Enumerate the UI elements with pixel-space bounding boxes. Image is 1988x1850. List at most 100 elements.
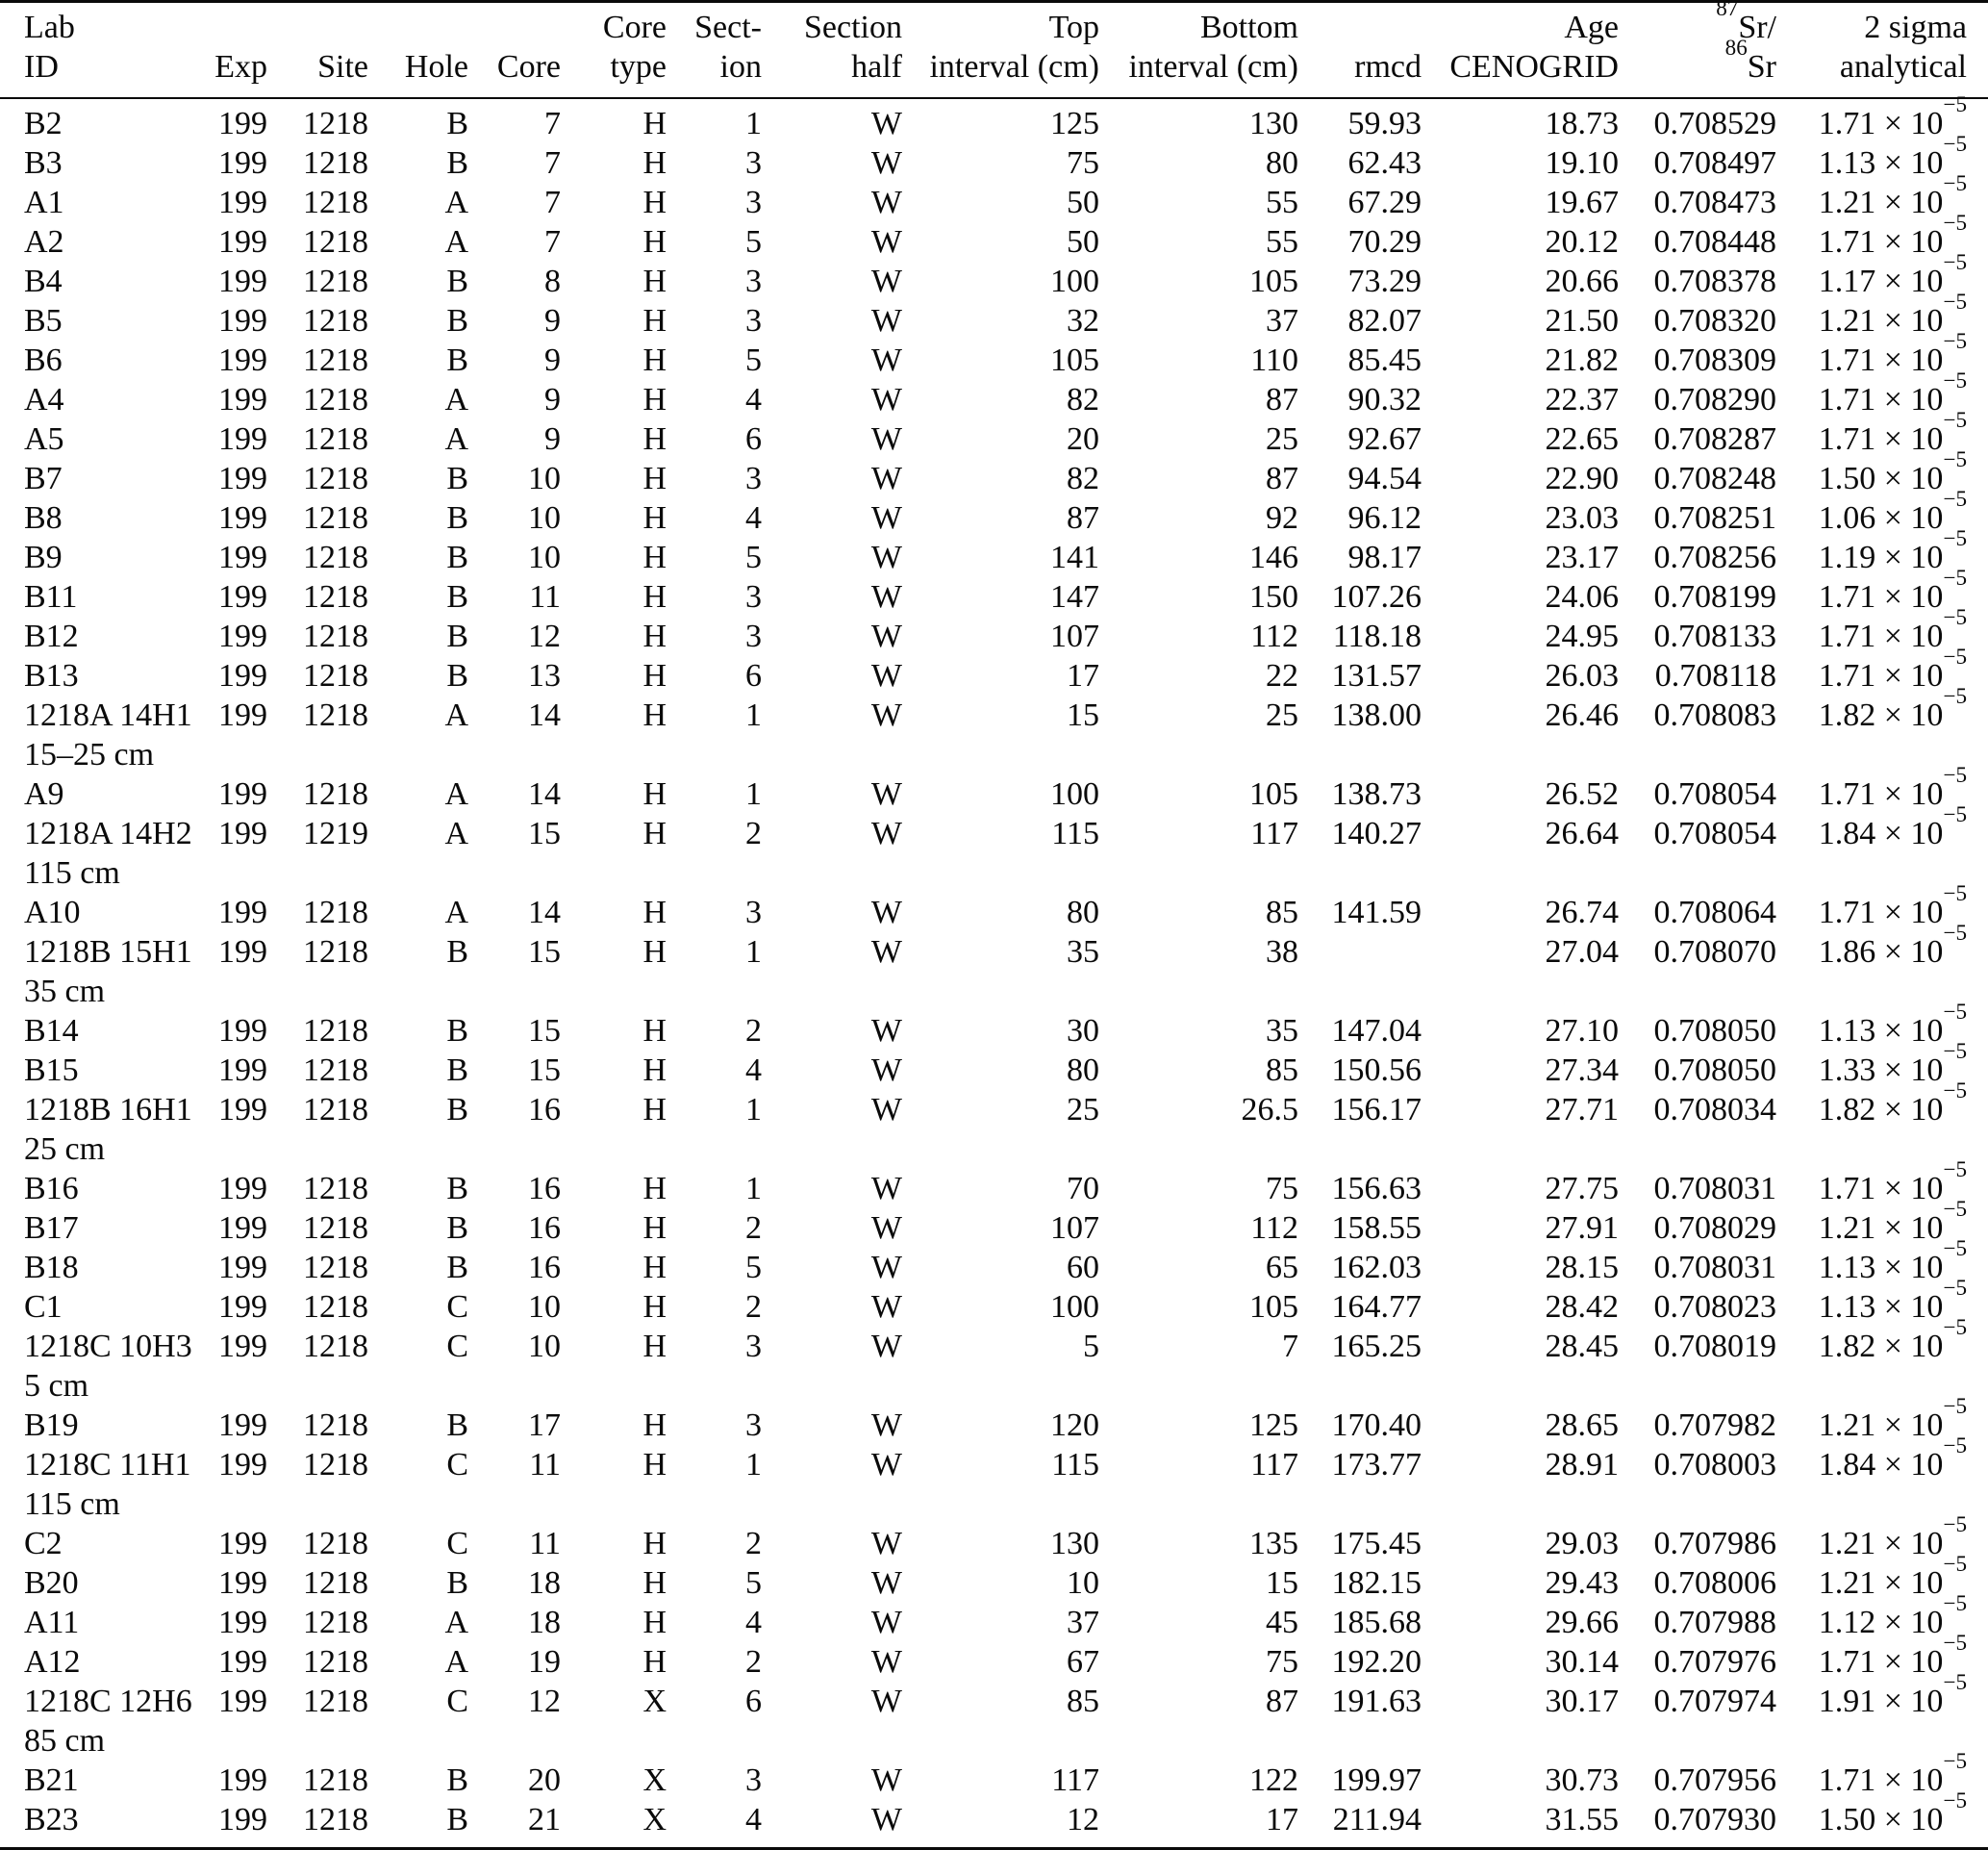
cell-two-sigma: 1.71 × 10−5 (1818, 566, 1967, 615)
cell-lab-id: B3 (0, 143, 212, 183)
lab-id-line1: B13 (24, 658, 79, 694)
lab-id-line2: 85 cm (24, 1723, 106, 1759)
cell-exp: 199 (218, 1250, 267, 1285)
table-row: B20 199 1218 B 18 H 5 W 10 15 182.15 29.43 0.708006 1… (0, 1552, 1988, 1603)
header-line-1: Age (1564, 10, 1619, 45)
cell-hole: B (446, 934, 468, 970)
cell-site: 1218 (303, 697, 368, 733)
cell-section: 4 (745, 1052, 762, 1088)
cell-age-cenogrid: 27.34 (1545, 1052, 1620, 1088)
cell-section: 3 (745, 1329, 762, 1364)
cell-sr87-sr86: 0.708320 (1653, 303, 1777, 339)
cell-top-interval: 60 (1067, 1250, 1099, 1285)
cell-sr87-sr86: 0.708529 (1653, 106, 1777, 141)
cell-hole: A (444, 421, 468, 457)
lab-id-line2: 25 cm (24, 1131, 106, 1167)
lab-id-line1: C1 (24, 1289, 63, 1325)
cell-two-sigma: 1.50 × 10−5 (1818, 447, 1967, 496)
table-row: B3 199 1218 B 7 H 3 W 75 80 62.43 19.10 0.708497 1.13… (0, 134, 1988, 183)
table-row: B4 199 1218 B 8 H 3 W 100 105 73.29 20.66 0.708378 1.… (0, 252, 1988, 301)
cell-section-half: W (870, 1329, 902, 1364)
cell-site: 1218 (303, 1762, 368, 1798)
cell-core-type: H (642, 1329, 667, 1364)
header-line-1: Top (1048, 10, 1099, 45)
table-row: A2 199 1218 A 7 H 5 W 50 55 70.29 20.12 0.708448 1.71… (0, 213, 1988, 262)
cell-section-half: W (870, 895, 902, 930)
cell-core: 16 (528, 1250, 561, 1285)
cell-hole: B (446, 303, 468, 339)
cell-top-interval: 17 (1067, 658, 1099, 694)
lab-id-line1: B9 (24, 540, 63, 575)
table-row: B7 199 1218 B 10 H 3 W 82 87 94.54 22.90 0.708248 1.5… (0, 447, 1988, 498)
cell-top-interval: 117 (1051, 1762, 1099, 1798)
cell-lab-id: B8 (0, 498, 212, 538)
cell-sr87-sr86: 0.707986 (1653, 1526, 1777, 1561)
cell-lab-id: C1 (0, 1287, 212, 1327)
cell-lab-id: B21 (0, 1761, 212, 1800)
cell-two-sigma: 1.21 × 10−5 (1818, 1552, 1967, 1601)
cell-core: 16 (528, 1171, 561, 1206)
cell-exp: 199 (218, 776, 267, 812)
cell-age-cenogrid: 28.65 (1545, 1407, 1620, 1443)
cell-lab-id: C2 (0, 1524, 212, 1563)
cell-section-half: W (870, 1605, 902, 1640)
lab-id-line1: A1 (24, 185, 64, 220)
lab-id-line1: A4 (24, 382, 64, 418)
cell-lab-id: B15 (0, 1051, 212, 1090)
cell-section: 5 (745, 1565, 762, 1601)
cell-core-type: X (642, 1802, 667, 1837)
cell-hole: B (446, 106, 468, 141)
cell-hole: B (446, 1407, 468, 1443)
cell-core-type: H (642, 697, 667, 733)
cell-hole: A (444, 1605, 468, 1640)
cell-core: 15 (528, 1052, 561, 1088)
cell-exp: 199 (218, 500, 267, 536)
cell-rmcd: 164.77 (1331, 1289, 1422, 1325)
cell-core: 12 (528, 619, 561, 654)
cell-sr87-sr86: 0.708019 (1653, 1329, 1777, 1364)
cell-lab-id: B20 (0, 1563, 212, 1603)
cell-core: 10 (528, 461, 561, 496)
cell-core-type: H (642, 816, 667, 851)
cell-core: 8 (544, 264, 561, 299)
lab-id-line1: A9 (24, 776, 64, 812)
cell-core: 15 (528, 934, 561, 970)
cell-bottom-interval: 55 (1266, 185, 1298, 220)
cell-bottom-interval: 112 (1250, 619, 1298, 654)
col-header-section-half: Section half (762, 2, 902, 99)
cell-bottom-interval: 135 (1249, 1526, 1298, 1561)
header-line-2: Hole (404, 49, 468, 85)
cell-site: 1218 (303, 461, 368, 496)
cell-two-sigma: 1.71 × 10−5 (1818, 763, 1967, 812)
cell-section: 3 (745, 145, 762, 181)
table-row: B13 199 1218 B 13 H 6 W 17 22 131.57 26.03 0.708118 1… (0, 646, 1988, 696)
cell-two-sigma: 1.82 × 10−5 (1818, 1078, 1967, 1128)
cell-lab-id: B23 (0, 1800, 212, 1849)
cell-exp: 199 (218, 934, 267, 970)
lab-id-line1: 1218A 14H1 (24, 697, 192, 733)
cell-sr87-sr86: 0.708031 (1653, 1250, 1777, 1285)
table-row: A9 199 1218 A 14 H 1 W 100 105 138.73 26.52 0.708054… (0, 763, 1988, 814)
cell-section-half: W (870, 658, 902, 694)
cell-core: 10 (528, 1289, 561, 1325)
lab-id-line1: B21 (24, 1762, 79, 1798)
cell-site: 1218 (303, 1289, 368, 1325)
cell-sr87-sr86: 0.707956 (1653, 1762, 1777, 1798)
cell-site: 1218 (303, 1526, 368, 1561)
lab-id-line1: B20 (24, 1565, 79, 1601)
cell-core-type: H (642, 776, 667, 812)
cell-exp: 199 (218, 1684, 267, 1719)
table-row: 1218B 15H1 35 cm 199 1218 B 15 H 1 W 35 38 27.04 0.7… (0, 923, 1988, 1011)
cell-top-interval: 125 (1050, 106, 1099, 141)
cell-section-half: W (870, 303, 902, 339)
cell-site: 1218 (303, 1565, 368, 1601)
cell-site: 1218 (303, 1684, 368, 1719)
col-header-section: Sect- ion (667, 2, 762, 99)
cell-two-sigma: 1.82 × 10−5 (1818, 1315, 1967, 1364)
cell-site: 1218 (303, 934, 368, 970)
lab-id-line1: B11 (24, 579, 78, 615)
cell-age-cenogrid: 30.73 (1545, 1762, 1620, 1798)
cell-bottom-interval: 65 (1266, 1250, 1298, 1285)
cell-exp: 199 (218, 540, 267, 575)
cell-sr87-sr86: 0.707976 (1653, 1644, 1777, 1680)
